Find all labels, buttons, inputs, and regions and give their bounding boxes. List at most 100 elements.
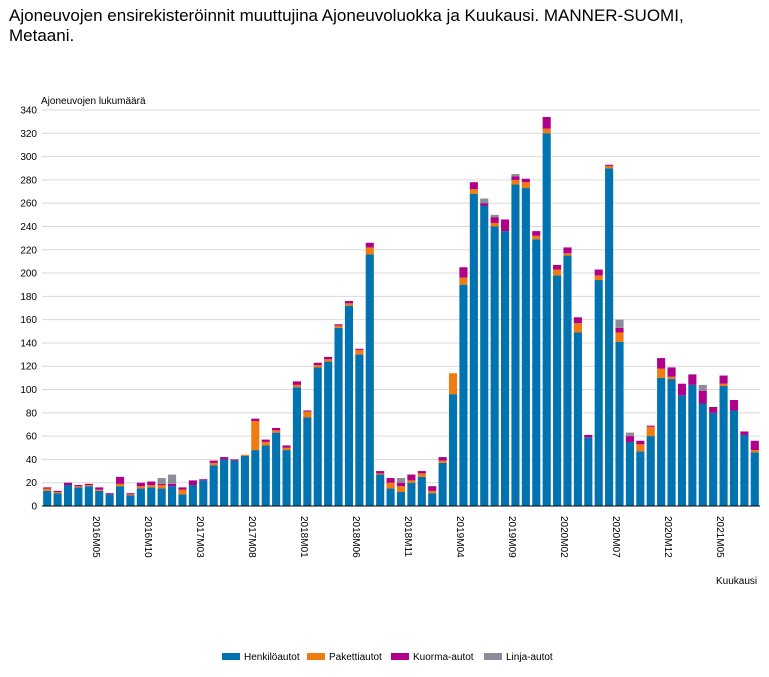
chart-title: Ajoneuvojen ensirekisteröinnit muuttujin… (9, 6, 684, 45)
bar-kuorma-autot (573, 317, 582, 324)
bar-pakettiautot (563, 253, 572, 256)
y-axis-title: Ajoneuvojen lukumäärä (41, 96, 146, 107)
legend-label: Pakettiautot (329, 652, 382, 663)
bar-kuorma-autot (417, 471, 426, 474)
x-tick-label: 2016M05 (90, 516, 101, 558)
bar-pakettiautot (74, 486, 83, 488)
y-tick-label: 140 (20, 338, 37, 349)
bar-kuorma-autot (251, 418, 260, 421)
bar-kuorma-autot (188, 480, 197, 486)
bar-henkil-autot (677, 395, 687, 506)
bar-kuorma-autot (740, 431, 749, 435)
bar-kuorma-autot (688, 374, 697, 385)
bar-pakettiautot (147, 485, 156, 488)
bar-henkil-autot (43, 490, 52, 506)
bar-linja-autot (615, 319, 624, 328)
bar-kuorma-autot (261, 439, 270, 442)
bar-kuorma-autot (521, 178, 530, 183)
bar-henkil-autot (553, 275, 562, 506)
bar-linja-autot (168, 474, 177, 484)
bar-linja-autot (698, 384, 707, 391)
bar-henkil-autot (698, 403, 707, 506)
bar-linja-autot (480, 198, 489, 204)
bar-pakettiautot (719, 383, 728, 387)
bar-kuorma-autot (209, 460, 218, 463)
bar-henkil-autot (126, 495, 135, 506)
bar-henkil-autot (428, 493, 437, 506)
bar-kuorma-autot (136, 482, 145, 487)
bar-henkil-autot (292, 387, 302, 506)
x-tick-label: 2016M10 (142, 516, 153, 558)
bar-pakettiautot (657, 368, 666, 378)
bar-kuorma-autot (459, 267, 468, 278)
bar-linja-autot (490, 214, 499, 218)
bars (43, 116, 759, 507)
legend-label: Kuorma-autot (413, 652, 474, 663)
bar-pakettiautot (157, 485, 166, 489)
bar-pakettiautot (448, 373, 458, 395)
bar-pakettiautot (43, 488, 52, 491)
bar-henkil-autot (636, 451, 645, 506)
bar-henkil-autot (740, 434, 749, 506)
bar-kuorma-autot (115, 476, 125, 484)
bar-kuorma-autot (605, 164, 614, 166)
bar-pakettiautot (261, 441, 270, 446)
bar-pakettiautot (459, 277, 468, 285)
bar-pakettiautot (646, 426, 655, 437)
bar-pakettiautot (521, 182, 530, 189)
bar-kuorma-autot (396, 482, 406, 487)
bar-pakettiautot (636, 444, 645, 452)
bar-kuorma-autot (105, 493, 114, 495)
bar-henkil-autot (417, 476, 426, 506)
bar-kuorma-autot (480, 203, 489, 206)
y-tick-label: 120 (20, 362, 37, 373)
bar-kuorma-autot (53, 490, 62, 493)
bar-pakettiautot (324, 359, 333, 362)
bar-pakettiautot (115, 483, 125, 487)
bar-pakettiautot (84, 485, 93, 487)
bar-pakettiautot (178, 489, 187, 495)
bar-kuorma-autot (303, 410, 312, 412)
bar-kuorma-autot (500, 219, 510, 232)
bar-kuorma-autot (584, 434, 593, 438)
bar-pakettiautot (292, 384, 302, 388)
bar-kuorma-autot (469, 182, 478, 190)
y-tick-label: 200 (20, 269, 37, 280)
bar-henkil-autot (355, 354, 364, 506)
bar-kuorma-autot (750, 440, 759, 451)
bar-henkil-autot (74, 487, 83, 506)
bar-kuorma-autot (386, 478, 395, 483)
bar-kuorma-autot (126, 493, 135, 495)
bar-kuorma-autot (657, 358, 666, 369)
bar-pakettiautot (282, 447, 291, 451)
bar-henkil-autot (251, 450, 260, 506)
bar-pakettiautot (95, 489, 104, 491)
y-tick-label: 20 (26, 478, 38, 489)
bar-henkil-autot (646, 436, 655, 506)
bar-kuorma-autot (272, 427, 281, 431)
bar-henkil-autot (729, 410, 739, 506)
bar-kuorma-autot (376, 471, 385, 474)
bar-kuorma-autot (553, 264, 562, 270)
bar-henkil-autot (147, 487, 156, 506)
bar-pakettiautot (251, 420, 260, 451)
bar-pakettiautot (53, 492, 62, 494)
bar-kuorma-autot (428, 486, 437, 491)
bar-henkil-autot (334, 327, 343, 506)
bar-pakettiautot (553, 269, 562, 276)
bar-kuorma-autot (74, 485, 83, 487)
y-tick-label: 280 (20, 175, 37, 186)
bar-henkil-autot (584, 437, 593, 506)
bar-kuorma-autot (563, 247, 572, 254)
bar-henkil-autot (240, 455, 249, 506)
bar-henkil-autot (573, 332, 582, 506)
bar-kuorma-autot (43, 487, 52, 489)
bar-pakettiautot (240, 454, 249, 456)
bar-henkil-autot (396, 492, 406, 506)
bar-pakettiautot (355, 349, 364, 355)
bar-henkil-autot (63, 485, 73, 506)
y-tick-label: 260 (20, 199, 37, 210)
x-tick-label: 2020M12 (662, 516, 673, 558)
bar-henkil-autot (136, 488, 145, 506)
bar-kuorma-autot (532, 231, 541, 236)
